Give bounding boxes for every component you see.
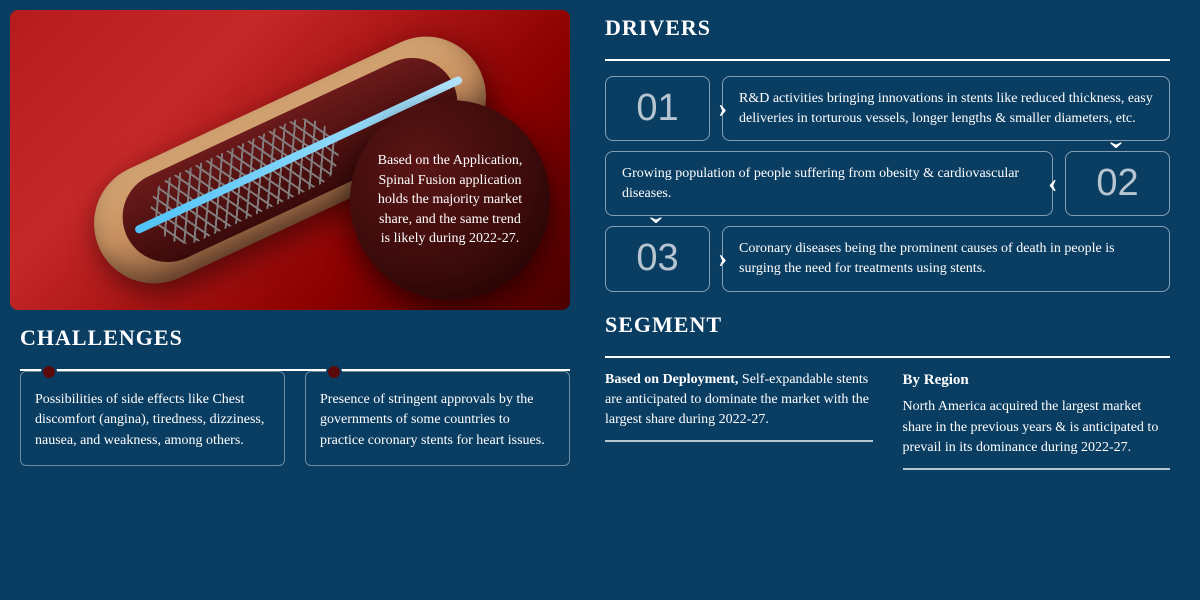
left-column: Based on the Application, Spinal Fusion …	[0, 0, 590, 600]
challenge-box-2: Presence of stringent approvals by the g…	[305, 371, 570, 466]
segment-title-wrap: SEGMENT	[605, 312, 1170, 358]
hero-stent-image: Based on the Application, Spinal Fusion …	[10, 10, 570, 310]
drivers-title-wrap: DRIVERS	[605, 15, 1170, 61]
challenge-dot-icon	[326, 364, 342, 380]
segment-col-region: By Region North America acquired the lar…	[903, 370, 1171, 471]
chevron-down-icon: ›	[642, 216, 674, 225]
segment-divider	[605, 440, 873, 442]
driver-text-1: R&D activities bringing innovations in s…	[722, 76, 1170, 141]
insight-bubble-text: Based on the Application, Spinal Fusion …	[375, 151, 525, 249]
driver-num-1: 01	[605, 76, 710, 141]
challenge-dot-icon	[41, 364, 57, 380]
driver-row-1: 01 R&D activities bringing innovations i…	[605, 76, 1170, 141]
driver-text-3: Coronary diseases being the prominent ca…	[722, 226, 1170, 291]
segment-title: SEGMENT	[605, 312, 1170, 338]
chevron-right-icon: ›	[718, 93, 727, 125]
chevron-right-icon: ›	[718, 243, 727, 275]
segment-underline	[605, 356, 1170, 358]
segment-region-title: By Region	[903, 370, 1171, 392]
challenges-section: CHALLENGES Possibilities of side effects…	[0, 310, 590, 476]
drivers-underline	[605, 59, 1170, 61]
segment-col-deployment: Based on Deployment, Self-expandable ste…	[605, 370, 873, 471]
challenge-text-1: Possibilities of side effects like Chest…	[35, 392, 264, 448]
driver-row-2: 02 Growing population of people sufferin…	[605, 151, 1170, 216]
challenge-box-1: Possibilities of side effects like Chest…	[20, 371, 285, 466]
segment-deployment-lead: Based on Deployment,	[605, 372, 738, 387]
drivers-title: DRIVERS	[605, 15, 1170, 41]
insight-bubble: Based on the Application, Spinal Fusion …	[350, 100, 550, 300]
challenge-text-2: Presence of stringent approvals by the g…	[320, 392, 545, 448]
challenges-boxes: Possibilities of side effects like Chest…	[20, 371, 570, 466]
driver-num-3: 03	[605, 226, 710, 291]
challenges-title-wrap: CHALLENGES	[20, 325, 570, 371]
driver-text-2: Growing population of people suffering f…	[605, 151, 1053, 216]
driver-num-2: 02	[1065, 151, 1170, 216]
chevron-left-icon: ›	[1048, 168, 1057, 200]
segment-region-text: North America acquired the largest marke…	[903, 399, 1159, 455]
infographic-container: Based on the Application, Spinal Fusion …	[0, 0, 1200, 600]
segment-section: SEGMENT Based on Deployment, Self-expand…	[605, 312, 1170, 471]
segment-divider	[903, 468, 1171, 470]
driver-row-3: 03 Coronary diseases being the prominent…	[605, 226, 1170, 291]
challenges-title: CHALLENGES	[20, 325, 570, 351]
segment-columns: Based on Deployment, Self-expandable ste…	[605, 370, 1170, 471]
right-column: DRIVERS 01 R&D activities bringing innov…	[590, 0, 1200, 600]
chevron-down-icon: ›	[1101, 141, 1133, 150]
